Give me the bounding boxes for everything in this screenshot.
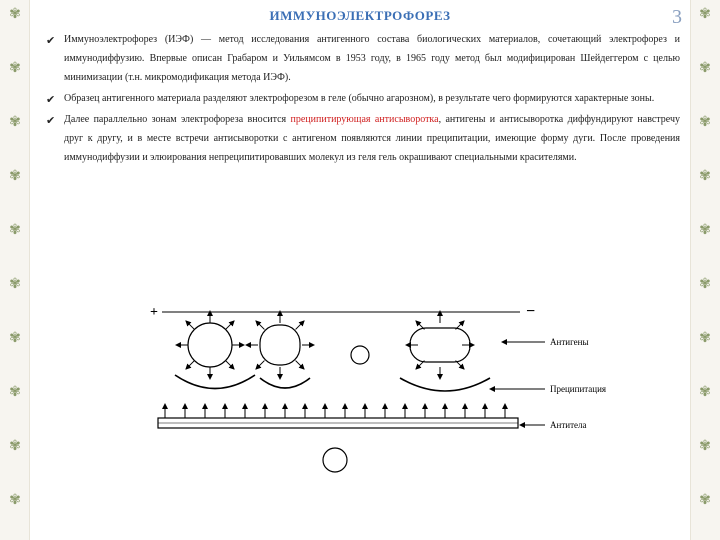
svg-text:−: − xyxy=(526,303,535,320)
content-area: Иммуноэлектрофорез (ИЭФ) — метод исследо… xyxy=(46,30,680,169)
svg-text:+: + xyxy=(150,305,158,320)
border-ornament: ✾ xyxy=(6,60,24,78)
border-ornament: ✾ xyxy=(696,60,714,78)
bullet-text: Образец антигенного материала разделяют … xyxy=(64,93,654,104)
page-title: ИММУНОЭЛЕКТРОФОРЕЗ xyxy=(0,8,720,24)
svg-text:Антигены: Антигены xyxy=(550,337,589,347)
right-decor-strip xyxy=(690,0,720,540)
border-ornament: ✾ xyxy=(6,384,24,402)
bullet-text: Далее параллельно зонам электрофореза вн… xyxy=(64,114,291,125)
border-ornament: ✾ xyxy=(6,492,24,510)
bullet-item: Образец антигенного материала разделяют … xyxy=(46,89,680,108)
border-ornament: ✾ xyxy=(6,222,24,240)
svg-text:Преципитация: Преципитация xyxy=(550,384,606,394)
left-decor-strip xyxy=(0,0,30,540)
border-ornament: ✾ xyxy=(6,276,24,294)
border-ornament: ✾ xyxy=(696,276,714,294)
border-ornament: ✾ xyxy=(6,168,24,186)
page-number: 3 xyxy=(672,6,682,29)
border-ornament: ✾ xyxy=(6,438,24,456)
highlight-text: преципитирующая антисыворотка xyxy=(291,114,439,125)
bullet-item: Далее параллельно зонам электрофореза вн… xyxy=(46,110,680,167)
border-ornament: ✾ xyxy=(696,492,714,510)
border-ornament: ✾ xyxy=(696,222,714,240)
border-ornament: ✾ xyxy=(696,114,714,132)
bullet-text: Иммуноэлектрофорез (ИЭФ) — метод исследо… xyxy=(64,34,680,83)
border-ornament: ✾ xyxy=(696,438,714,456)
border-ornament: ✾ xyxy=(696,330,714,348)
diagram: + − Антигены Преципитация Антитела xyxy=(110,300,610,500)
border-ornament: ✾ xyxy=(6,330,24,348)
border-ornament: ✾ xyxy=(696,384,714,402)
bullet-item: Иммуноэлектрофорез (ИЭФ) — метод исследо… xyxy=(46,30,680,87)
bullet-list: Иммуноэлектрофорез (ИЭФ) — метод исследо… xyxy=(46,30,680,167)
border-ornament: ✾ xyxy=(696,168,714,186)
svg-text:Антитела: Антитела xyxy=(550,420,586,430)
border-ornament: ✾ xyxy=(6,114,24,132)
